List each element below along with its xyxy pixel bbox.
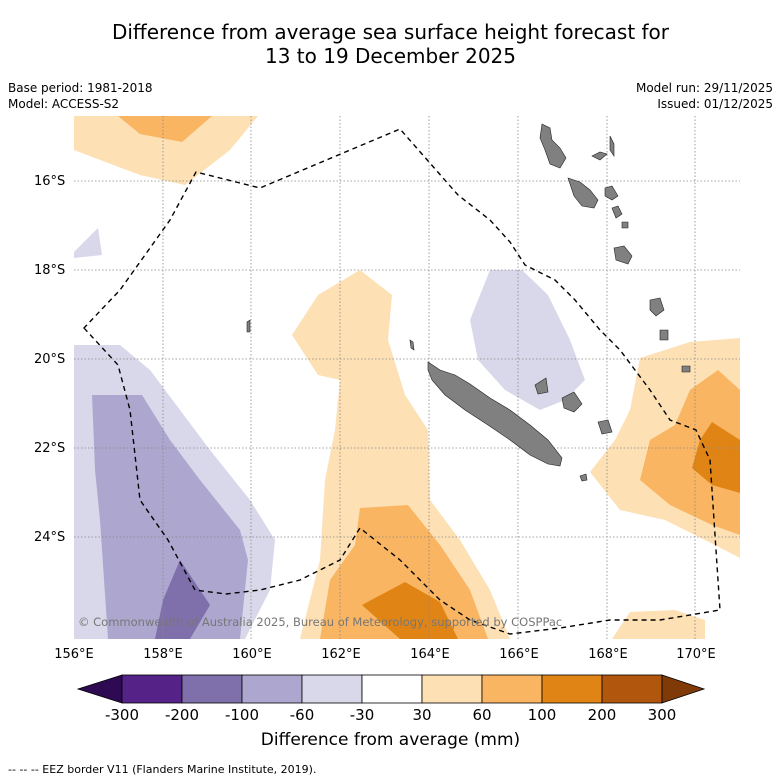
vanuatu-malekula (567, 177, 599, 209)
left-metadata: Base period: 1981-2018 Model: ACCESS-S2 (8, 80, 153, 112)
colorbar-bin-5 (361, 674, 423, 704)
colorbar-tick--100: -100 (224, 706, 260, 724)
matthew-island (649, 297, 665, 317)
lon-label-162e: 162°E (321, 647, 361, 662)
title-line-1: Difference from average sea surface heig… (111, 20, 670, 44)
colorbar-tick--30: -30 (349, 706, 375, 724)
colorbar-tick-300: 300 (647, 706, 677, 724)
contour-small-neg (74, 228, 102, 258)
hunter-island (659, 329, 669, 341)
lon-label-160e: 160°E (232, 647, 272, 662)
anomaly-contours (74, 116, 740, 639)
land-masses (246, 123, 691, 482)
colorbar-bin-6 (421, 674, 483, 704)
issued-date: Issued: 01/12/2025 (657, 97, 773, 111)
colorbar-bin-9 (601, 674, 663, 704)
vanuatu-island-a (591, 151, 608, 161)
vanuatu-island-b (609, 135, 615, 157)
lat-label-20s: 20°S (34, 352, 66, 367)
colorbar-bin-3 (241, 674, 303, 704)
contour-pos-central-100 (362, 582, 458, 639)
isle-of-pines (579, 473, 588, 482)
contour-pos-top-left (74, 116, 258, 185)
colorbar-bin-1 (121, 674, 183, 704)
vanuatu-small-1 (611, 205, 623, 219)
colorbar-bin-4 (301, 674, 363, 704)
lat-label-22s: 22°S (34, 441, 66, 456)
map-title: Difference from average sea surface heig… (0, 20, 781, 68)
colorbar-under-extend (76, 674, 123, 704)
vanuatu-small-3 (621, 221, 629, 229)
colorbar-tick--200: -200 (164, 706, 200, 724)
colorbar (76, 674, 706, 704)
colorbar-tick--60: -60 (289, 706, 315, 724)
vanuatu-efate (604, 185, 619, 201)
lon-label-158e: 158°E (143, 647, 183, 662)
model-run: Model run: 29/11/2025 (635, 81, 773, 95)
colorbar-tick-100: 100 (527, 706, 557, 724)
colorbar-tick-30: 30 (412, 706, 432, 724)
lon-label-164e: 164°E (410, 647, 450, 662)
lon-label-166e: 166°E (499, 647, 539, 662)
loyalty-island-1 (534, 377, 549, 395)
lat-label-16s: 16°S (34, 174, 66, 189)
lon-label-156e: 156°E (54, 647, 94, 662)
contour-pos-central-60 (320, 505, 488, 639)
contour-pos-bottom-right (612, 610, 705, 639)
lat-label-24s: 24°S (34, 530, 66, 545)
eez-border (83, 128, 721, 635)
new-caledonia (427, 361, 563, 467)
colorbar-title: Difference from average (mm) (260, 730, 521, 750)
contour-neg-east (470, 270, 585, 410)
contour-pos-east-60 (640, 370, 740, 535)
contour-pos-top-left-60 (118, 116, 212, 142)
colorbar-bin-7 (481, 674, 543, 704)
loyalty-island-2 (561, 391, 583, 413)
lat-label-18s: 18°S (34, 263, 66, 278)
eez-footnote: -- -- -- EEZ border V11 (Flanders Marine… (8, 763, 317, 776)
contour-pos-east-100 (692, 422, 740, 493)
lon-label-168e: 168°E (588, 647, 628, 662)
colorbar-bin-8 (541, 674, 603, 704)
copyright-text: © Commonwealth of Australia 2025, Bureau… (78, 615, 563, 629)
base-period: Base period: 1981-2018 (8, 81, 153, 95)
colorbar-over-extend (661, 674, 706, 704)
colorbar-tick-60: 60 (472, 706, 492, 724)
contour-neg-200 (155, 560, 210, 639)
belep-islet (409, 339, 415, 351)
right-metadata: Model run: 29/11/2025 Issued: 01/12/2025 (636, 80, 773, 112)
chesterfield-islet (246, 319, 251, 333)
colorbar-bin-2 (181, 674, 243, 704)
title-line-2: 13 to 19 December 2025 (264, 44, 516, 68)
graticule (74, 116, 740, 639)
contour-pos-central (292, 270, 510, 639)
model-name: Model: ACCESS-S2 (8, 97, 120, 111)
colorbar-tick--300: -300 (104, 706, 140, 724)
vanuatu-small-2 (613, 245, 633, 265)
contour-neg-100 (92, 395, 248, 639)
small-islet-east (681, 365, 691, 373)
lon-label-170e: 170°E (676, 647, 716, 662)
colorbar-tick-200: 200 (587, 706, 617, 724)
loyalty-island-3 (597, 419, 613, 435)
vanuatu-espiritu-santo (539, 123, 567, 169)
